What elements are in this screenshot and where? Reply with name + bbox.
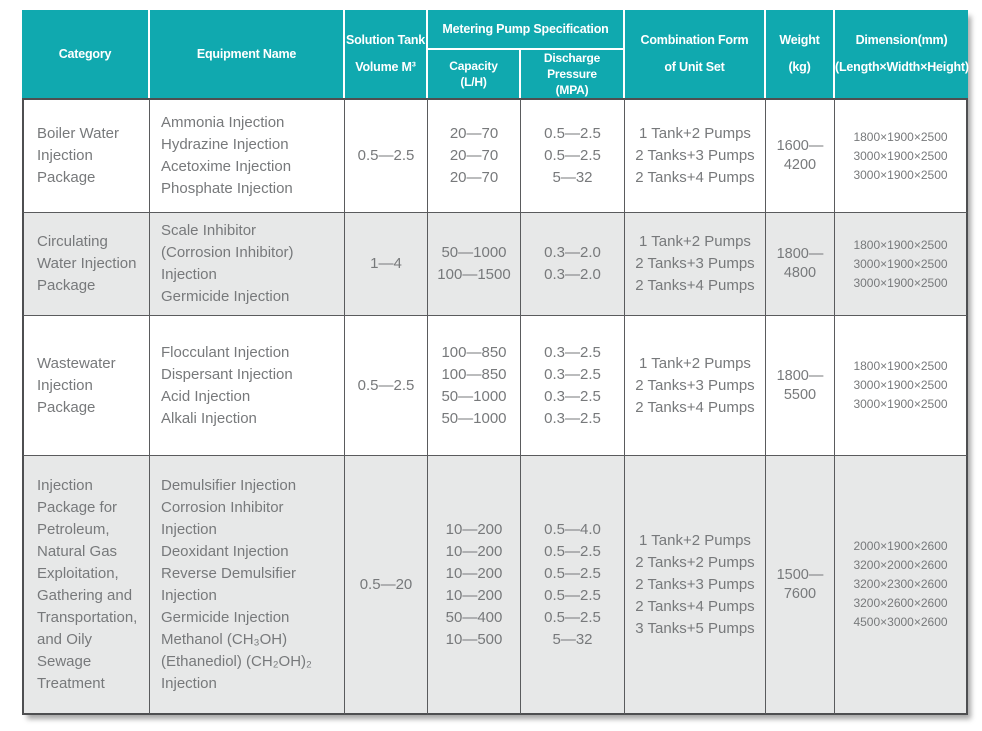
- header-category: Category: [22, 10, 150, 98]
- cell-category: Injection Package for Petroleum, Natural…: [22, 456, 150, 715]
- cell-tank-volume: 1—4: [345, 213, 428, 316]
- cell-discharge-pressure: 0.3—2.0 0.3—2.0: [521, 213, 625, 316]
- table-body: Boiler Water Injection Package Ammonia I…: [22, 98, 968, 715]
- table-header: Category Equipment Name Solution Tank Vo…: [22, 10, 969, 98]
- table-row: Injection Package for Petroleum, Natural…: [22, 456, 968, 715]
- cell-discharge-pressure: 0.5—2.5 0.5—2.5 5—32: [521, 98, 625, 213]
- cell-combination-form: 1 Tank+2 Pumps 2 Tanks+3 Pumps 2 Tanks+4…: [625, 316, 766, 456]
- header-combination-form: Combination Form of Unit Set: [625, 10, 766, 98]
- table-row: Circulating Water Injection Package Scal…: [22, 213, 968, 316]
- cell-category: Wastewater Injection Package: [22, 316, 150, 456]
- header-discharge-pressure: Discharge Pressure (MPA): [521, 50, 625, 98]
- cell-capacity: 20—70 20—70 20—70: [428, 98, 521, 213]
- cell-tank-volume: 0.5—2.5: [345, 316, 428, 456]
- cell-weight: 1800— 4800: [766, 213, 835, 316]
- cell-dimension: 2000×1900×2600 3200×2000×2600 3200×2300×…: [835, 456, 968, 715]
- cell-equipment-name: Flocculant Injection Dispersant Injectio…: [150, 316, 345, 456]
- cell-dimension: 1800×1900×2500 3000×1900×2500 3000×1900×…: [835, 98, 968, 213]
- cell-discharge-pressure: 0.3—2.5 0.3—2.5 0.3—2.5 0.3—2.5: [521, 316, 625, 456]
- cell-capacity: 10—200 10—200 10—200 10—200 50—400 10—50…: [428, 456, 521, 715]
- cell-combination-form: 1 Tank+2 Pumps 2 Tanks+3 Pumps 2 Tanks+4…: [625, 98, 766, 213]
- header-weight: Weight (kg): [766, 10, 835, 98]
- cell-combination-form: 1 Tank+2 Pumps 2 Tanks+2 Pumps 2 Tanks+3…: [625, 456, 766, 715]
- cell-category: Circulating Water Injection Package: [22, 213, 150, 316]
- cell-weight: 1800— 5500: [766, 316, 835, 456]
- header-equipment-name: Equipment Name: [150, 10, 345, 98]
- header-capacity: Capacity (L/H): [428, 50, 521, 98]
- cell-weight: 1600— 4200: [766, 98, 835, 213]
- cell-tank-volume: 0.5—20: [345, 456, 428, 715]
- cell-dimension: 1800×1900×2500 3000×1900×2500 3000×1900×…: [835, 316, 968, 456]
- cell-weight: 1500— 7600: [766, 456, 835, 715]
- cell-combination-form: 1 Tank+2 Pumps 2 Tanks+3 Pumps 2 Tanks+4…: [625, 213, 766, 316]
- cell-discharge-pressure: 0.5—4.0 0.5—2.5 0.5—2.5 0.5—2.5 0.5—2.5 …: [521, 456, 625, 715]
- cell-capacity: 50—1000 100—1500: [428, 213, 521, 316]
- table-row: Boiler Water Injection Package Ammonia I…: [22, 98, 968, 213]
- cell-dimension: 1800×1900×2500 3000×1900×2500 3000×1900×…: [835, 213, 968, 316]
- cell-tank-volume: 0.5—2.5: [345, 98, 428, 213]
- equipment-spec-table: Category Equipment Name Solution Tank Vo…: [22, 10, 969, 715]
- cell-capacity: 100—850 100—850 50—1000 50—1000: [428, 316, 521, 456]
- table-row: Wastewater Injection Package Flocculant …: [22, 316, 968, 456]
- cell-category: Boiler Water Injection Package: [22, 98, 150, 213]
- header-dimension: Dimension(mm) (Length×Width×Height): [835, 10, 969, 98]
- cell-equipment-name: Ammonia Injection Hydrazine Injection Ac…: [150, 98, 345, 213]
- cell-equipment-name: Scale Inhibitor (Corrosion Inhibitor) In…: [150, 213, 345, 316]
- header-solution-tank-volume: Solution Tank Volume M³: [345, 10, 428, 98]
- header-metering-pump-specification: Metering Pump Specification: [428, 10, 625, 50]
- cell-equipment-name: Demulsifier Injection Corrosion Inhibito…: [150, 456, 345, 715]
